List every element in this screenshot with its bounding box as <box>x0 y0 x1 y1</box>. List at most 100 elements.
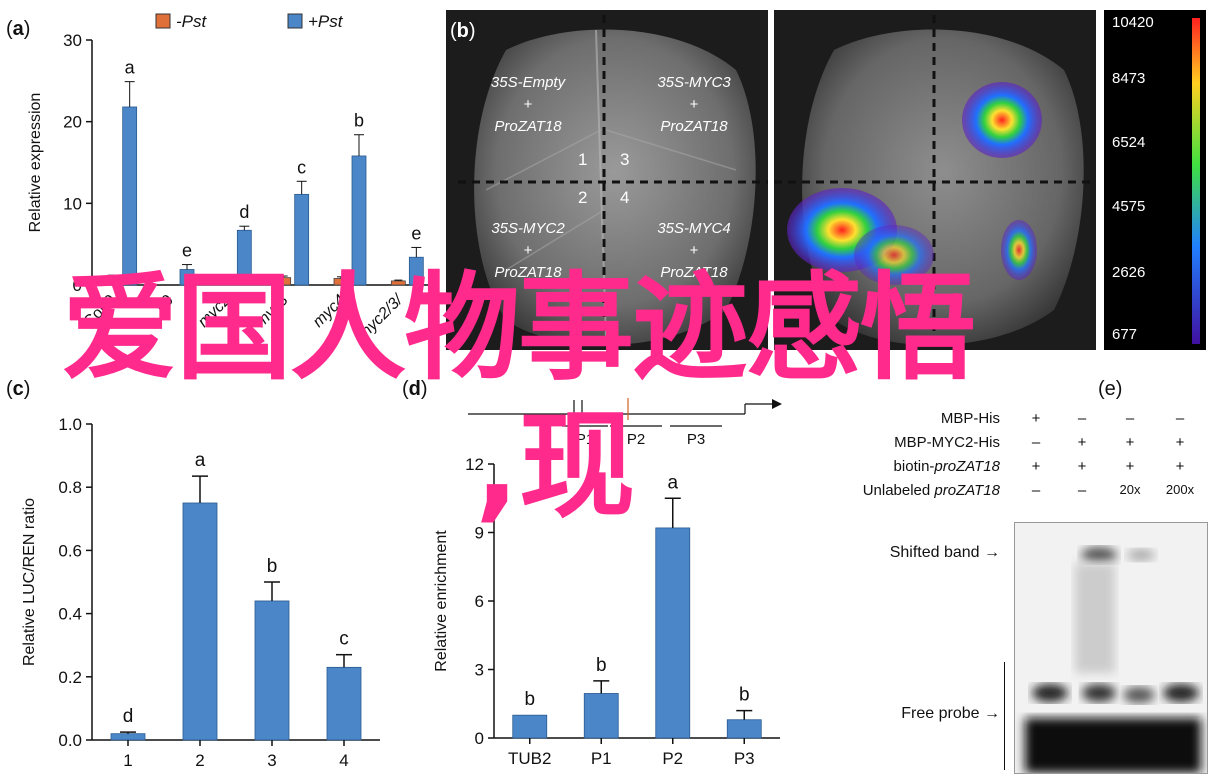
emsa-row-label-italic: proZAT18 <box>934 458 1000 475</box>
a-bar-plus <box>122 106 138 286</box>
emsa-cell: – <box>1125 410 1135 427</box>
d-y-axis-title: Relative enrichment <box>433 530 450 672</box>
emsa-row-label: MBP-His <box>940 410 1000 427</box>
quadrant-label: 35S-MYC3 + ProZAT18 <box>634 72 754 138</box>
panel-d-label: (d) <box>402 378 428 400</box>
emsa-cell: + <box>1031 410 1041 427</box>
emsa-cell: – <box>1175 410 1185 427</box>
c-x-tick-label: 3 <box>267 751 276 770</box>
a-legend-swatch-plus <box>287 13 303 29</box>
emsa-cell: + <box>1175 458 1185 475</box>
c-y-tick-label: 0.2 <box>58 668 82 687</box>
a-y-tick-label: 10 <box>63 194 82 213</box>
emsa-row-label-prefix: Unlabeled <box>862 482 935 499</box>
scale-label: 6524 <box>1112 134 1146 151</box>
d-significance-letter: b <box>739 685 750 706</box>
emsa-cell: + <box>1175 434 1185 451</box>
emsa-row-label-italic: proZAT18 <box>934 482 1000 499</box>
c-significance-letter: b <box>267 556 278 577</box>
c-bar <box>326 666 362 741</box>
quadrant-line1: 35S-Empty <box>490 74 566 91</box>
d-significance-letter: b <box>596 655 607 676</box>
quadrant-number: 2 <box>578 188 588 207</box>
a-significance-letter: b <box>354 111 364 131</box>
color-scale-bar <box>1192 18 1200 344</box>
d-x-tick-label: P2 <box>662 749 683 768</box>
quadrant-line1: 35S-MYC4 <box>657 220 731 237</box>
tss-arrow-head <box>772 399 782 409</box>
quadrant-line3: ProZAT18 <box>660 118 728 135</box>
emsa-gel-image <box>1014 522 1208 774</box>
c-bar <box>182 502 218 741</box>
c-x-tick-label: 4 <box>339 751 348 770</box>
emsa-cell: – <box>1077 410 1087 427</box>
a-significance-letter: e <box>411 223 421 243</box>
quadrant-plus: + <box>523 242 533 259</box>
d-significance-letter: b <box>524 689 535 710</box>
d-bar <box>512 714 548 739</box>
d-y-tick-label: 9 <box>475 524 484 543</box>
quadrant-line1: 35S-MYC2 <box>491 220 565 237</box>
quadrant-label: 35S-MYC2 + ProZAT18 <box>468 218 588 284</box>
quadrant-plus: + <box>689 242 699 259</box>
amplicon-label: P3 <box>687 431 705 448</box>
panel-e-label: (e) <box>1098 378 1123 400</box>
emsa-cell: + <box>1125 458 1135 475</box>
a-significance-letter: a <box>125 58 136 78</box>
a-legend-label-plus: +Pst <box>308 12 344 31</box>
c-y-tick-label: 1.0 <box>58 415 82 434</box>
emsa-cell: – <box>1031 482 1041 499</box>
d-significance-letter: a <box>667 472 678 493</box>
panel-b-label: (b) <box>450 20 476 42</box>
a-legend-swatch-minus <box>155 13 171 29</box>
emsa-cell: 20x <box>1119 482 1141 497</box>
quadrant-line3: ProZAT18 <box>494 264 562 281</box>
c-y-tick-label: 0.4 <box>58 605 82 624</box>
c-bar <box>110 733 146 741</box>
d-x-tick-label: TUB2 <box>508 749 551 768</box>
free-probe-bracket <box>1004 662 1005 770</box>
amplicon-label: P1 <box>576 431 594 448</box>
emsa-cell: + <box>1077 434 1087 451</box>
d-x-tick-label: P1 <box>591 749 612 768</box>
c-y-tick-label: 0.6 <box>58 541 82 560</box>
emsa-row-label: Unlabeled proZAT18 <box>700 482 1000 499</box>
emsa-cell: + <box>1077 458 1087 475</box>
c-y-tick-label: 0.0 <box>58 731 82 750</box>
emsa-row-label: MBP-MYC2-His <box>894 434 1000 451</box>
a-y-tick-label: 30 <box>63 31 82 50</box>
emsa-cell: 200x <box>1165 482 1195 497</box>
d-x-tick-label: P3 <box>734 749 755 768</box>
quadrant-line1: 35S-MYC3 <box>657 74 731 91</box>
c-bar <box>254 600 290 741</box>
a-significance-letter: d <box>239 202 249 222</box>
luminescence-scale: 10420 8473 6524 4575 2626 677 <box>1104 10 1206 350</box>
free-probe-label: Free probe → <box>901 705 1000 722</box>
d-bar <box>655 527 691 739</box>
overlay-subtitle: ,现 <box>475 399 636 534</box>
panel-a-label: (a) <box>6 18 31 40</box>
scale-label: 8473 <box>1112 70 1146 87</box>
d-y-tick-label: 12 <box>465 455 484 474</box>
scale-label: 10420 <box>1112 14 1154 31</box>
quadrant-plus: + <box>523 96 533 113</box>
quadrant-number: 3 <box>620 150 630 169</box>
d-bar <box>726 719 762 739</box>
chart-d: 0 3 6 9 12 Relative enrichment b TUB2 b P1 a P2 b P3 P… <box>433 398 782 768</box>
d-y-tick-label: 6 <box>475 592 484 611</box>
a-legend-label-minus: -Pst <box>176 12 208 31</box>
c-y-tick-label: 0.8 <box>58 478 82 497</box>
emsa-row-label-prefix: biotin- <box>893 458 935 475</box>
scale-label: 2626 <box>1112 264 1146 281</box>
emsa-cell: – <box>1077 482 1087 499</box>
quadrant-number: 1 <box>578 150 588 169</box>
a-significance-letter: e <box>182 241 192 261</box>
c-y-axis-title: Relative LUC/REN ratio <box>21 498 38 666</box>
d-bar <box>583 693 619 739</box>
a-y-tick-label: 0 <box>73 276 82 295</box>
overlay-title: 爱国人物事迹感悟 <box>62 261 976 396</box>
scale-label: 677 <box>1112 326 1138 343</box>
quadrant-number: 4 <box>620 188 630 207</box>
quadrant-label: 35S-MYC4 + ProZAT18 <box>634 218 754 284</box>
